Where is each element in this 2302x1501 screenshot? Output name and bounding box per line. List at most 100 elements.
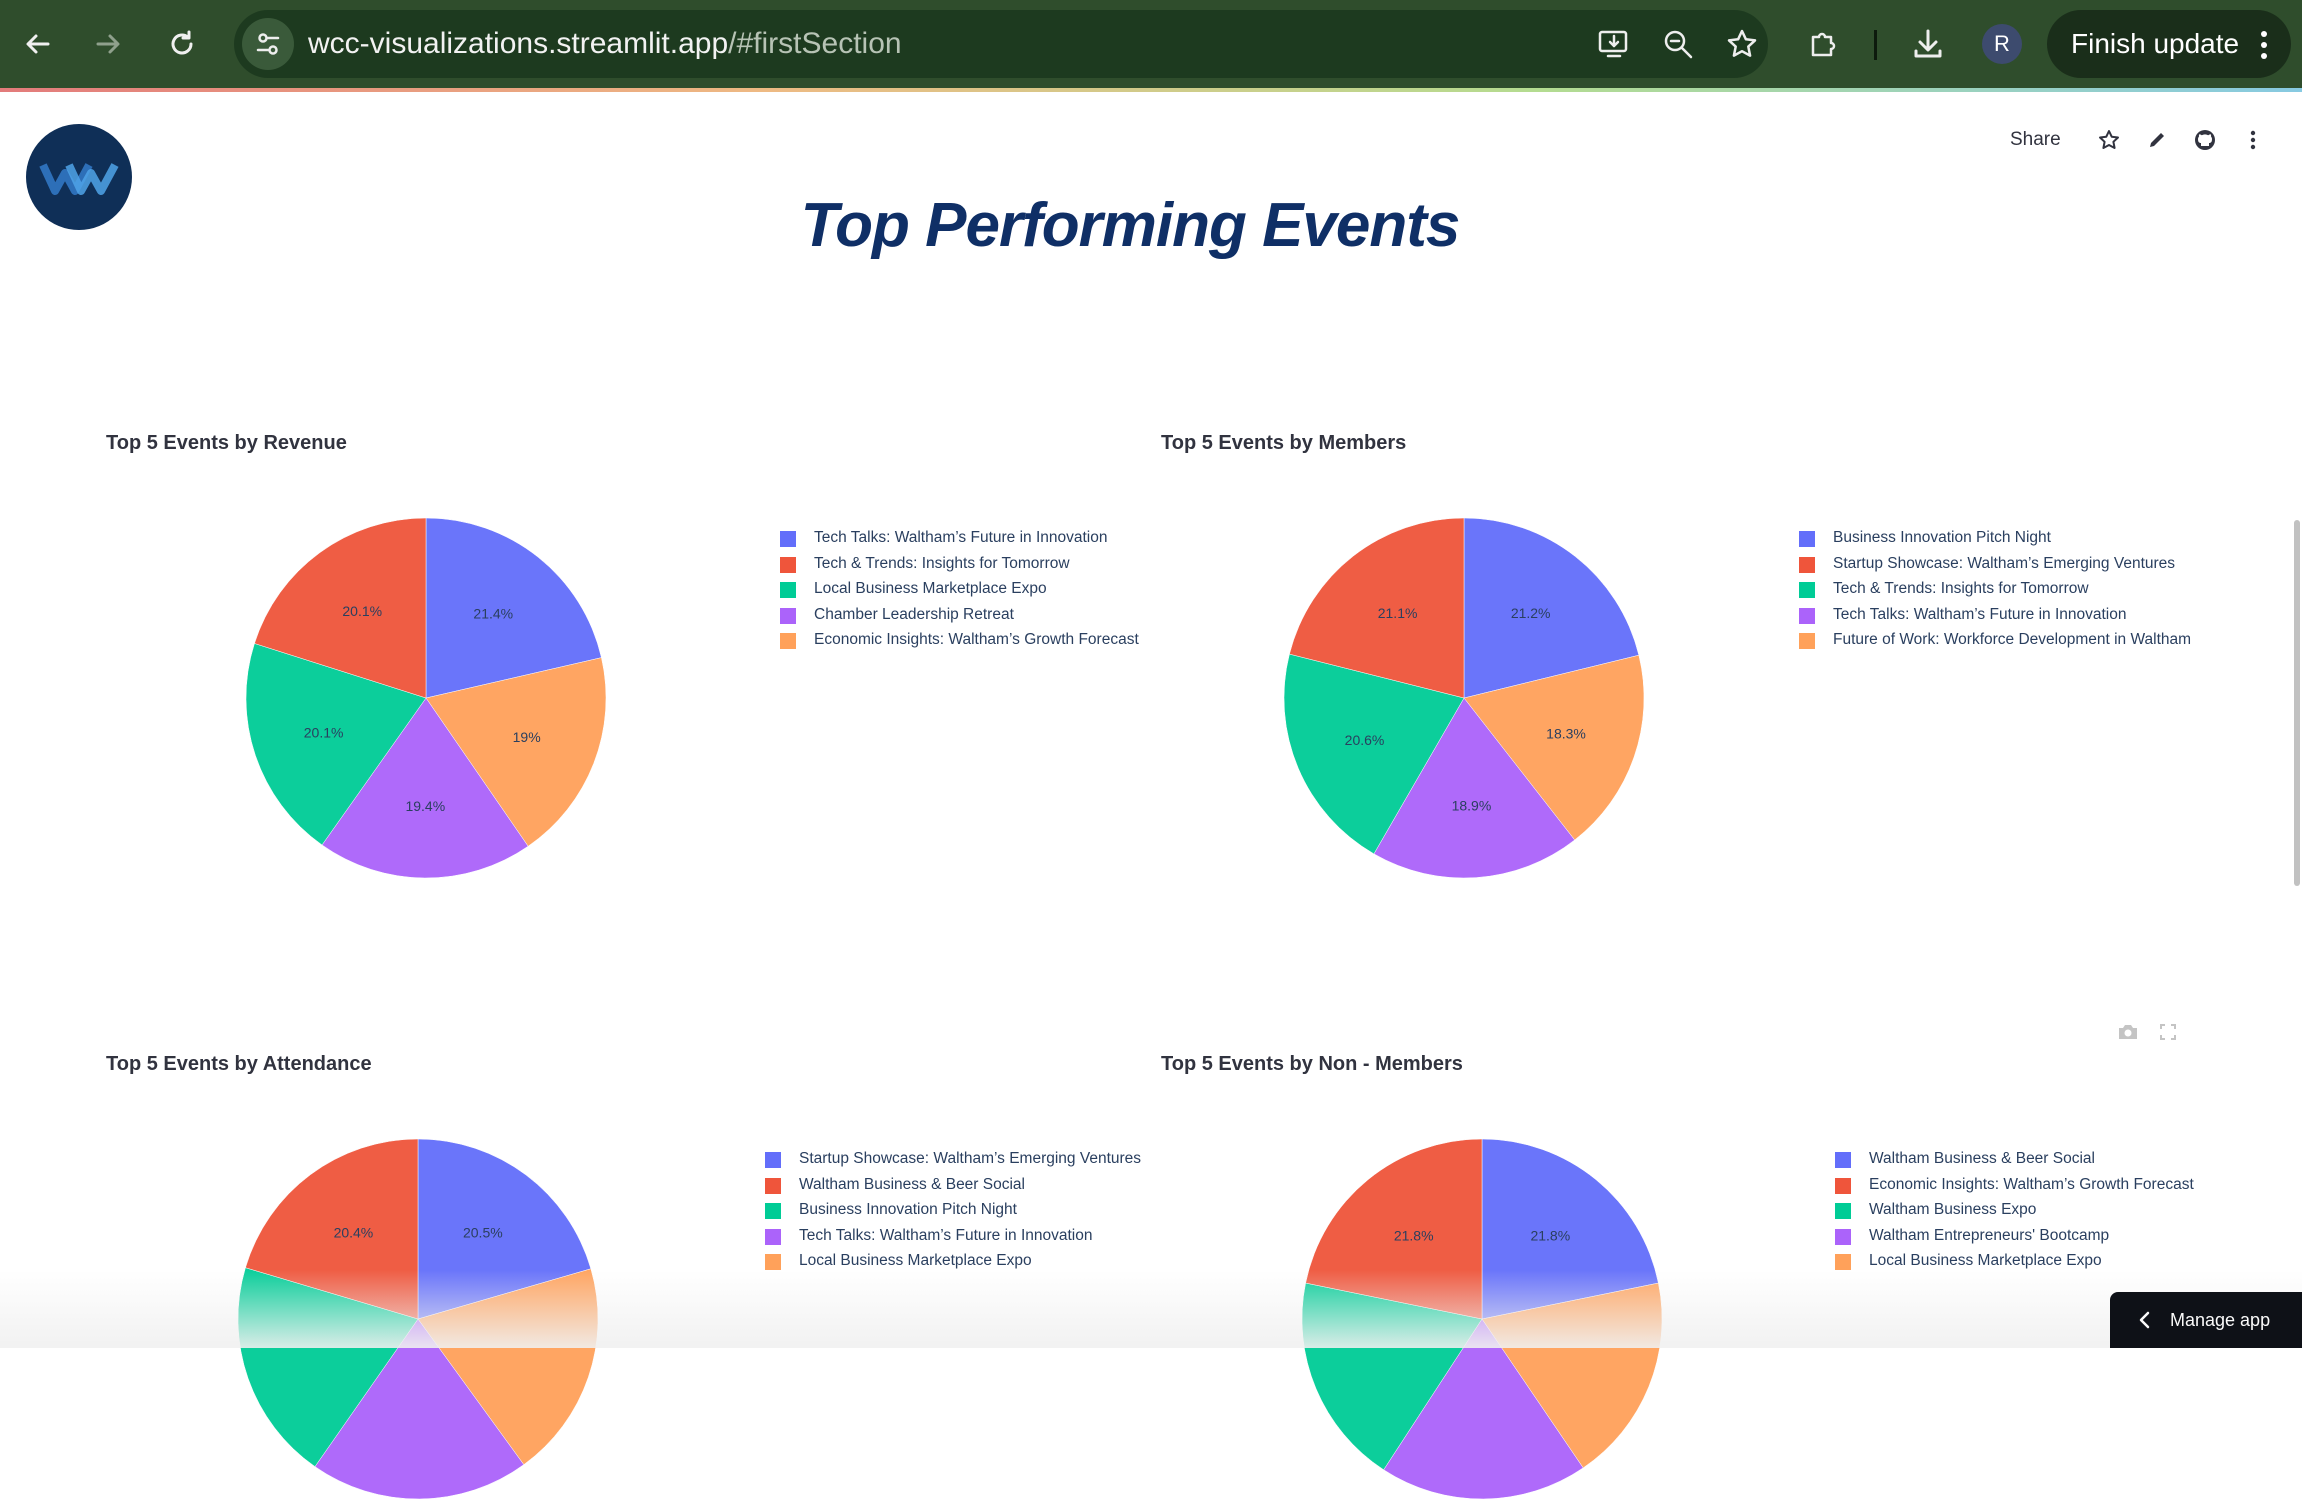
puzzle-icon bbox=[1811, 32, 1836, 57]
site-info-button[interactable] bbox=[242, 18, 294, 70]
pie-slice[interactable] bbox=[1463, 654, 1645, 841]
legend-swatch bbox=[1835, 1152, 1851, 1168]
bookmark-button[interactable] bbox=[1720, 22, 1764, 66]
legend-swatch bbox=[780, 531, 796, 547]
legend-label: Waltham Business & Beer Social bbox=[1869, 1150, 2095, 1167]
legend-label: Economic Insights: Waltham’s Growth Fore… bbox=[1869, 1175, 2194, 1193]
legend-swatch bbox=[1835, 1228, 1851, 1245]
legend-label: Local Business Marketplace Expo bbox=[1869, 1252, 2102, 1269]
legend-label: Economic Insights: Waltham’s Growth Fore… bbox=[814, 631, 1139, 648]
slice-percent-label: 20.4% bbox=[334, 1224, 374, 1240]
legend-swatch bbox=[765, 1203, 781, 1219]
slice-percent-label: 18.9% bbox=[1452, 798, 1492, 814]
slice-percent-label: 21.2% bbox=[1511, 605, 1551, 621]
page-scrollbar[interactable] bbox=[2294, 520, 2300, 886]
legend-label: Local Business Marketplace Expo bbox=[814, 580, 1047, 597]
legend-label: Waltham Business & Beer Social bbox=[799, 1175, 1025, 1193]
kebab-menu-icon bbox=[2261, 31, 2267, 59]
legend-swatch bbox=[780, 582, 796, 598]
wcc-logo-icon bbox=[39, 163, 119, 195]
legend-label: Waltham Business Expo bbox=[1869, 1201, 2037, 1218]
pencil-icon bbox=[2149, 133, 2164, 147]
slice-percent-label: 20.1% bbox=[304, 724, 344, 740]
legend-label: Tech & Trends: Insights for Tomorrow bbox=[814, 554, 1070, 572]
slice-percent-label: 19% bbox=[513, 729, 541, 745]
url-host: wcc-visualizations.streamlit.app bbox=[308, 27, 729, 60]
reload-button[interactable] bbox=[158, 20, 206, 68]
finish-update-label: Finish update bbox=[2071, 28, 2240, 59]
page-load-indicator bbox=[0, 88, 2302, 92]
manage-app-label: Manage app bbox=[2170, 1309, 2271, 1330]
github-button[interactable] bbox=[2193, 128, 2217, 152]
legend-label: Tech Talks: Waltham’s Future in Innovati… bbox=[1833, 605, 2127, 623]
legend-label: Startup Showcase: Waltham’s Emerging Ven… bbox=[1833, 554, 2176, 572]
pie-slice[interactable] bbox=[245, 643, 427, 846]
chart-modebar bbox=[2114, 1020, 2194, 1044]
legend-swatch bbox=[1799, 633, 1815, 649]
chart-title-attendance: Top 5 Events by Attendance bbox=[106, 1053, 372, 1075]
fullscreen-button[interactable] bbox=[2154, 1020, 2182, 1044]
download-icon bbox=[1914, 29, 1942, 58]
forward-button[interactable] bbox=[84, 20, 132, 68]
legend-label: Tech Talks: Waltham’s Future in Innovati… bbox=[799, 1226, 1093, 1244]
edit-button[interactable] bbox=[2145, 128, 2169, 152]
star-outline-icon bbox=[2098, 130, 2119, 149]
pie-chart-revenue[interactable]: 21.4% 19% 19.4% 20.1% 20.1% bbox=[244, 516, 608, 880]
main-menu-button[interactable] bbox=[2241, 128, 2265, 152]
slice-percent-label: 19.4% bbox=[405, 798, 445, 814]
address-bar[interactable]: wcc-visualizations.streamlit.app/#firstS… bbox=[234, 10, 1768, 78]
slice-percent-label: 21.4% bbox=[473, 606, 513, 622]
pie-slice[interactable] bbox=[1289, 517, 1465, 699]
pie-slice[interactable] bbox=[321, 697, 529, 879]
pie-slice[interactable] bbox=[254, 517, 427, 699]
reload-icon bbox=[171, 30, 193, 55]
manage-app-button[interactable]: Manage app bbox=[2110, 1292, 2302, 1348]
legend-swatch bbox=[780, 607, 796, 624]
pie-chart-members[interactable]: 21.2% 18.3% 18.9% 20.6% 21.1% bbox=[1282, 516, 1646, 880]
slice-percent-label: 21.8% bbox=[1530, 1227, 1570, 1243]
app-logo bbox=[26, 124, 132, 230]
legend-label: Business Innovation Pitch Night bbox=[799, 1201, 1017, 1218]
legend-swatch bbox=[765, 1177, 781, 1194]
slice-percent-label: 21.8% bbox=[1394, 1227, 1434, 1243]
back-button[interactable] bbox=[14, 20, 62, 68]
legend-label: Business Innovation Pitch Night bbox=[1833, 529, 2051, 546]
browser-toolbar: wcc-visualizations.streamlit.app/#firstS… bbox=[0, 0, 2302, 88]
download-png-button[interactable] bbox=[2114, 1020, 2142, 1044]
app-toolbar: Share bbox=[2010, 124, 2277, 156]
page-title: Top Performing Events bbox=[800, 191, 1461, 260]
tune-icon bbox=[256, 33, 280, 55]
chart-title-members: Top 5 Events by Members bbox=[1161, 432, 1407, 454]
pie-slice[interactable] bbox=[425, 517, 602, 699]
legend-swatch bbox=[1835, 1254, 1851, 1270]
legend-swatch bbox=[1799, 556, 1815, 573]
favorite-button[interactable] bbox=[2097, 128, 2121, 152]
legend-label: Startup Showcase: Waltham’s Emerging Ven… bbox=[799, 1150, 1142, 1167]
slice-percent-label: 20.5% bbox=[463, 1225, 503, 1241]
legend-swatch bbox=[765, 1228, 781, 1245]
legend-swatch bbox=[1799, 607, 1815, 624]
slice-percent-label: 20.6% bbox=[1345, 732, 1385, 748]
finish-update-button[interactable]: Finish update bbox=[2047, 10, 2291, 78]
zoom-button[interactable] bbox=[1656, 22, 1700, 66]
pie-slice[interactable] bbox=[425, 657, 607, 847]
share-button[interactable]: Share bbox=[2010, 129, 2061, 150]
slice-percent-label: 21.1% bbox=[1378, 605, 1418, 621]
legend-swatch bbox=[765, 1254, 781, 1270]
slice-percent-label: 20.1% bbox=[342, 603, 382, 619]
legend-swatch bbox=[780, 556, 796, 573]
pie-slice[interactable] bbox=[1373, 697, 1576, 879]
downloads-button[interactable] bbox=[1904, 20, 1952, 68]
bottom-fade bbox=[0, 1270, 2302, 1348]
install-app-button[interactable] bbox=[1592, 22, 1636, 66]
legend-label: Local Business Marketplace Expo bbox=[799, 1252, 1032, 1269]
pie-slice[interactable] bbox=[1283, 653, 1465, 855]
legend-label: Chamber Leadership Retreat bbox=[814, 605, 1014, 623]
legend-label: Tech & Trends: Insights for Tomorrow bbox=[1833, 580, 2089, 597]
legend-swatch bbox=[1835, 1177, 1851, 1194]
extensions-button[interactable] bbox=[1800, 20, 1848, 68]
profile-avatar[interactable]: R bbox=[1982, 24, 2022, 64]
kebab-menu-icon bbox=[2250, 130, 2255, 150]
pie-slice[interactable] bbox=[1463, 517, 1640, 699]
url-text[interactable]: wcc-visualizations.streamlit.app/#firstS… bbox=[308, 10, 902, 78]
